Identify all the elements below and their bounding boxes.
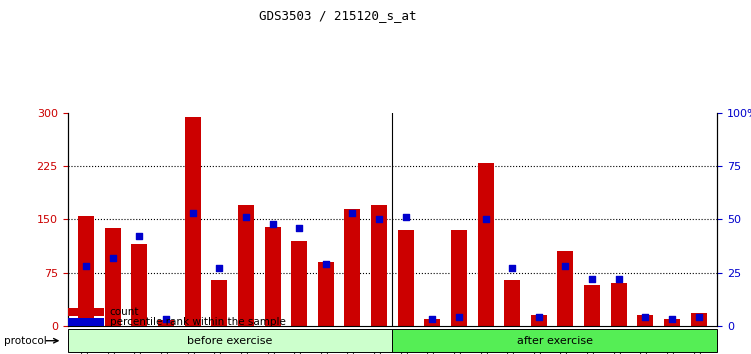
Bar bbox=[78, 216, 94, 326]
Point bbox=[666, 316, 678, 322]
Bar bbox=[185, 117, 201, 326]
Bar bbox=[105, 228, 121, 326]
Point bbox=[160, 316, 172, 322]
Text: percentile rank within the sample: percentile rank within the sample bbox=[110, 317, 285, 327]
Point bbox=[506, 266, 518, 271]
Text: GDS3503 / 215120_s_at: GDS3503 / 215120_s_at bbox=[259, 9, 417, 22]
Bar bbox=[691, 313, 707, 326]
Bar bbox=[398, 230, 414, 326]
Bar bbox=[68, 318, 104, 326]
Bar bbox=[371, 205, 387, 326]
Point bbox=[293, 225, 305, 231]
Bar bbox=[504, 280, 520, 326]
Point bbox=[639, 314, 651, 320]
Point bbox=[107, 255, 119, 261]
Point bbox=[267, 221, 279, 227]
Point bbox=[134, 234, 146, 239]
Bar bbox=[345, 209, 360, 326]
Bar bbox=[158, 320, 174, 326]
Text: count: count bbox=[110, 307, 139, 317]
Point bbox=[320, 261, 332, 267]
Point bbox=[586, 276, 598, 282]
Bar bbox=[531, 315, 547, 326]
Bar bbox=[131, 244, 147, 326]
Point bbox=[613, 276, 625, 282]
Text: before exercise: before exercise bbox=[187, 336, 273, 346]
Bar bbox=[68, 329, 392, 352]
Bar bbox=[611, 283, 626, 326]
Bar bbox=[557, 251, 574, 326]
Bar bbox=[318, 262, 334, 326]
Bar bbox=[638, 315, 653, 326]
Bar bbox=[238, 205, 254, 326]
Bar bbox=[424, 319, 440, 326]
Point bbox=[80, 263, 92, 269]
Point bbox=[213, 266, 225, 271]
Text: after exercise: after exercise bbox=[517, 336, 593, 346]
Point bbox=[480, 217, 492, 222]
Point bbox=[532, 314, 544, 320]
Bar bbox=[478, 163, 493, 326]
Bar bbox=[211, 280, 228, 326]
Point bbox=[187, 210, 199, 216]
Point bbox=[400, 215, 412, 220]
Text: protocol: protocol bbox=[4, 336, 47, 346]
Point bbox=[346, 210, 358, 216]
Bar bbox=[584, 285, 600, 326]
Point bbox=[453, 314, 465, 320]
Point bbox=[559, 263, 572, 269]
Bar bbox=[291, 241, 307, 326]
Bar bbox=[264, 227, 281, 326]
Bar bbox=[451, 230, 467, 326]
Point bbox=[427, 316, 439, 322]
Point bbox=[240, 215, 252, 220]
Bar bbox=[664, 319, 680, 326]
Bar bbox=[68, 308, 104, 316]
Point bbox=[373, 217, 385, 222]
Point bbox=[692, 314, 704, 320]
Bar bbox=[392, 329, 717, 352]
